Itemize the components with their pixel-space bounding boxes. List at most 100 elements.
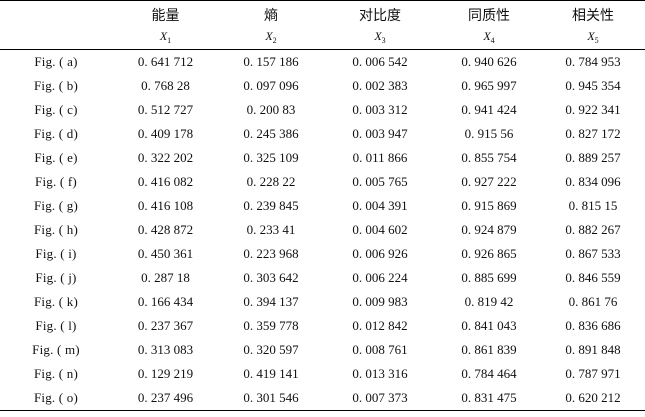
table-row: Fig. ( e) 0. 322 202 0. 325 109 0. 011 866 0… [0,146,645,170]
correlation-value: 0. 861 76 [568,294,618,309]
energy-value: 0. 409 178 [137,126,194,141]
table-row: Fig. ( i) 0. 450 361 0. 223 968 0. 006 926 0… [0,242,645,266]
table-body: Fig. ( a) 0. 641 712 0. 157 186 0. 006 542 0… [0,50,645,411]
energy-value: 0. 129 219 [137,366,194,381]
table-row: Fig. ( k) 0. 166 434 0. 394 137 0. 009 983 0… [0,290,645,314]
entropy-value: 0. 239 845 [243,198,299,213]
header-correlation: 相关性 [572,8,614,24]
contrast-value: 0. 006 926 [352,246,408,261]
entropy-value: 0. 157 186 [243,54,299,69]
entropy-value: 0. 223 968 [243,246,299,261]
entropy-value: 0. 097 096 [243,78,299,93]
entropy-value: 0. 301 546 [243,390,299,405]
contrast-value: 0. 006 224 [352,270,408,285]
contrast-value: 0. 011 866 [352,150,408,165]
entropy-value: 0. 320 597 [243,342,299,357]
energy-value: 0. 768 28 [141,78,190,93]
fig-label: Fig. ( e) [34,150,78,165]
correlation-value: 0. 846 559 [565,270,621,285]
fig-label: Fig. ( j) [35,270,77,285]
table-row: Fig. ( n) 0. 129 219 0. 419 141 0. 013 316 0… [0,362,645,386]
energy-value: 0. 166 434 [137,294,194,309]
contrast-value: 0. 006 542 [352,54,408,69]
header-entropy: 熵 [264,8,278,24]
homogeneity-value: 0. 861 839 [461,342,517,357]
entropy-value: 0. 394 137 [243,294,299,309]
homogeneity-value: 0. 885 699 [461,270,517,285]
var-x5: X5 [587,29,599,45]
fig-label: Fig. ( o) [33,390,79,405]
energy-value: 0. 428 872 [137,222,194,237]
correlation-value: 0. 827 172 [565,126,621,141]
entropy-value: 0. 233 41 [246,222,296,237]
energy-value: 0. 237 496 [137,390,194,405]
homogeneity-value: 0. 940 626 [461,54,517,69]
correlation-value: 0. 784 953 [565,54,621,69]
energy-value: 0. 322 202 [137,150,194,165]
table-row: Fig. ( a) 0. 641 712 0. 157 186 0. 006 542 0… [0,50,645,75]
correlation-value: 0. 882 267 [565,222,621,237]
correlation-value: 0. 836 686 [565,318,621,333]
energy-value: 0. 641 712 [137,54,194,69]
table-row: Fig. ( m) 0. 313 083 0. 320 597 0. 008 761 0… [0,338,645,362]
homogeneity-value: 0. 941 424 [461,102,517,117]
var-x1: X1 [159,29,172,45]
correlation-value: 0. 834 096 [565,174,621,189]
contrast-value: 0. 009 983 [352,294,408,309]
homogeneity-value: 0. 841 043 [461,318,517,333]
correlation-value: 0. 867 533 [565,246,621,261]
header-contrast: 对比度 [359,8,401,24]
correlation-value: 0. 787 971 [565,366,621,381]
homogeneity-value: 0. 915 869 [461,198,517,213]
contrast-value: 0. 012 842 [352,318,408,333]
energy-value: 0. 450 361 [137,246,194,261]
correlation-value: 0. 945 354 [565,78,621,93]
table-row: Fig. ( l) 0. 237 367 0. 359 778 0. 012 842 0… [0,314,645,338]
contrast-value: 0. 004 391 [352,198,408,213]
contrast-value: 0. 002 383 [352,78,408,93]
var-x3: X3 [374,29,386,45]
var-x2: X2 [265,29,277,45]
var-x4: X4 [483,29,495,45]
homogeneity-value: 0. 831 475 [461,390,517,405]
fig-label: Fig. ( f) [35,174,77,189]
entropy-value: 0. 325 109 [243,150,299,165]
homogeneity-value: 0. 784 464 [461,366,517,381]
fig-label: Fig. ( k) [33,294,79,309]
fig-label: Fig. ( m) [32,342,80,357]
entropy-value: 0. 228 22 [246,174,296,189]
contrast-value: 0. 013 316 [352,366,408,381]
homogeneity-value: 0. 927 222 [461,174,517,189]
energy-value: 0. 416 108 [137,198,194,213]
homogeneity-value: 0. 965 997 [461,78,517,93]
header-row-variables: X1 X2 X3 X4 X5 [0,25,645,50]
entropy-value: 0. 359 778 [243,318,299,333]
var-empty [0,25,112,50]
homogeneity-value: 0. 926 865 [461,246,517,261]
correlation-value: 0. 891 848 [565,342,621,357]
header-energy: 能量 [151,8,180,24]
table-row: Fig. ( b) 0. 768 28 0. 097 096 0. 002 383 0.… [0,74,645,98]
contrast-value: 0. 003 312 [352,102,408,117]
table-row: Fig. ( o) 0. 237 496 0. 301 546 0. 007 373 0… [0,386,645,411]
fig-label: Fig. ( n) [33,366,79,381]
homogeneity-value: 0. 819 42 [464,294,514,309]
energy-value: 0. 287 18 [141,270,190,285]
contrast-value: 0. 007 373 [352,390,408,405]
correlation-value: 0. 815 15 [568,198,618,213]
correlation-value: 0. 889 257 [565,150,621,165]
correlation-value: 0. 922 341 [565,102,621,117]
entropy-value: 0. 200 83 [246,102,296,117]
fig-label: Fig. ( l) [35,318,77,333]
entropy-value: 0. 245 386 [243,126,299,141]
homogeneity-value: 0. 855 754 [461,150,517,165]
table-row: Fig. ( g) 0. 416 108 0. 239 845 0. 004 391 0… [0,194,645,218]
contrast-value: 0. 004 602 [352,222,408,237]
correlation-value: 0. 620 212 [565,390,621,405]
table-row: Fig. ( d) 0. 409 178 0. 245 386 0. 003 947 0… [0,122,645,146]
homogeneity-value: 0. 915 56 [464,126,514,141]
entropy-value: 0. 419 141 [243,366,299,381]
entropy-value: 0. 303 642 [243,270,299,285]
